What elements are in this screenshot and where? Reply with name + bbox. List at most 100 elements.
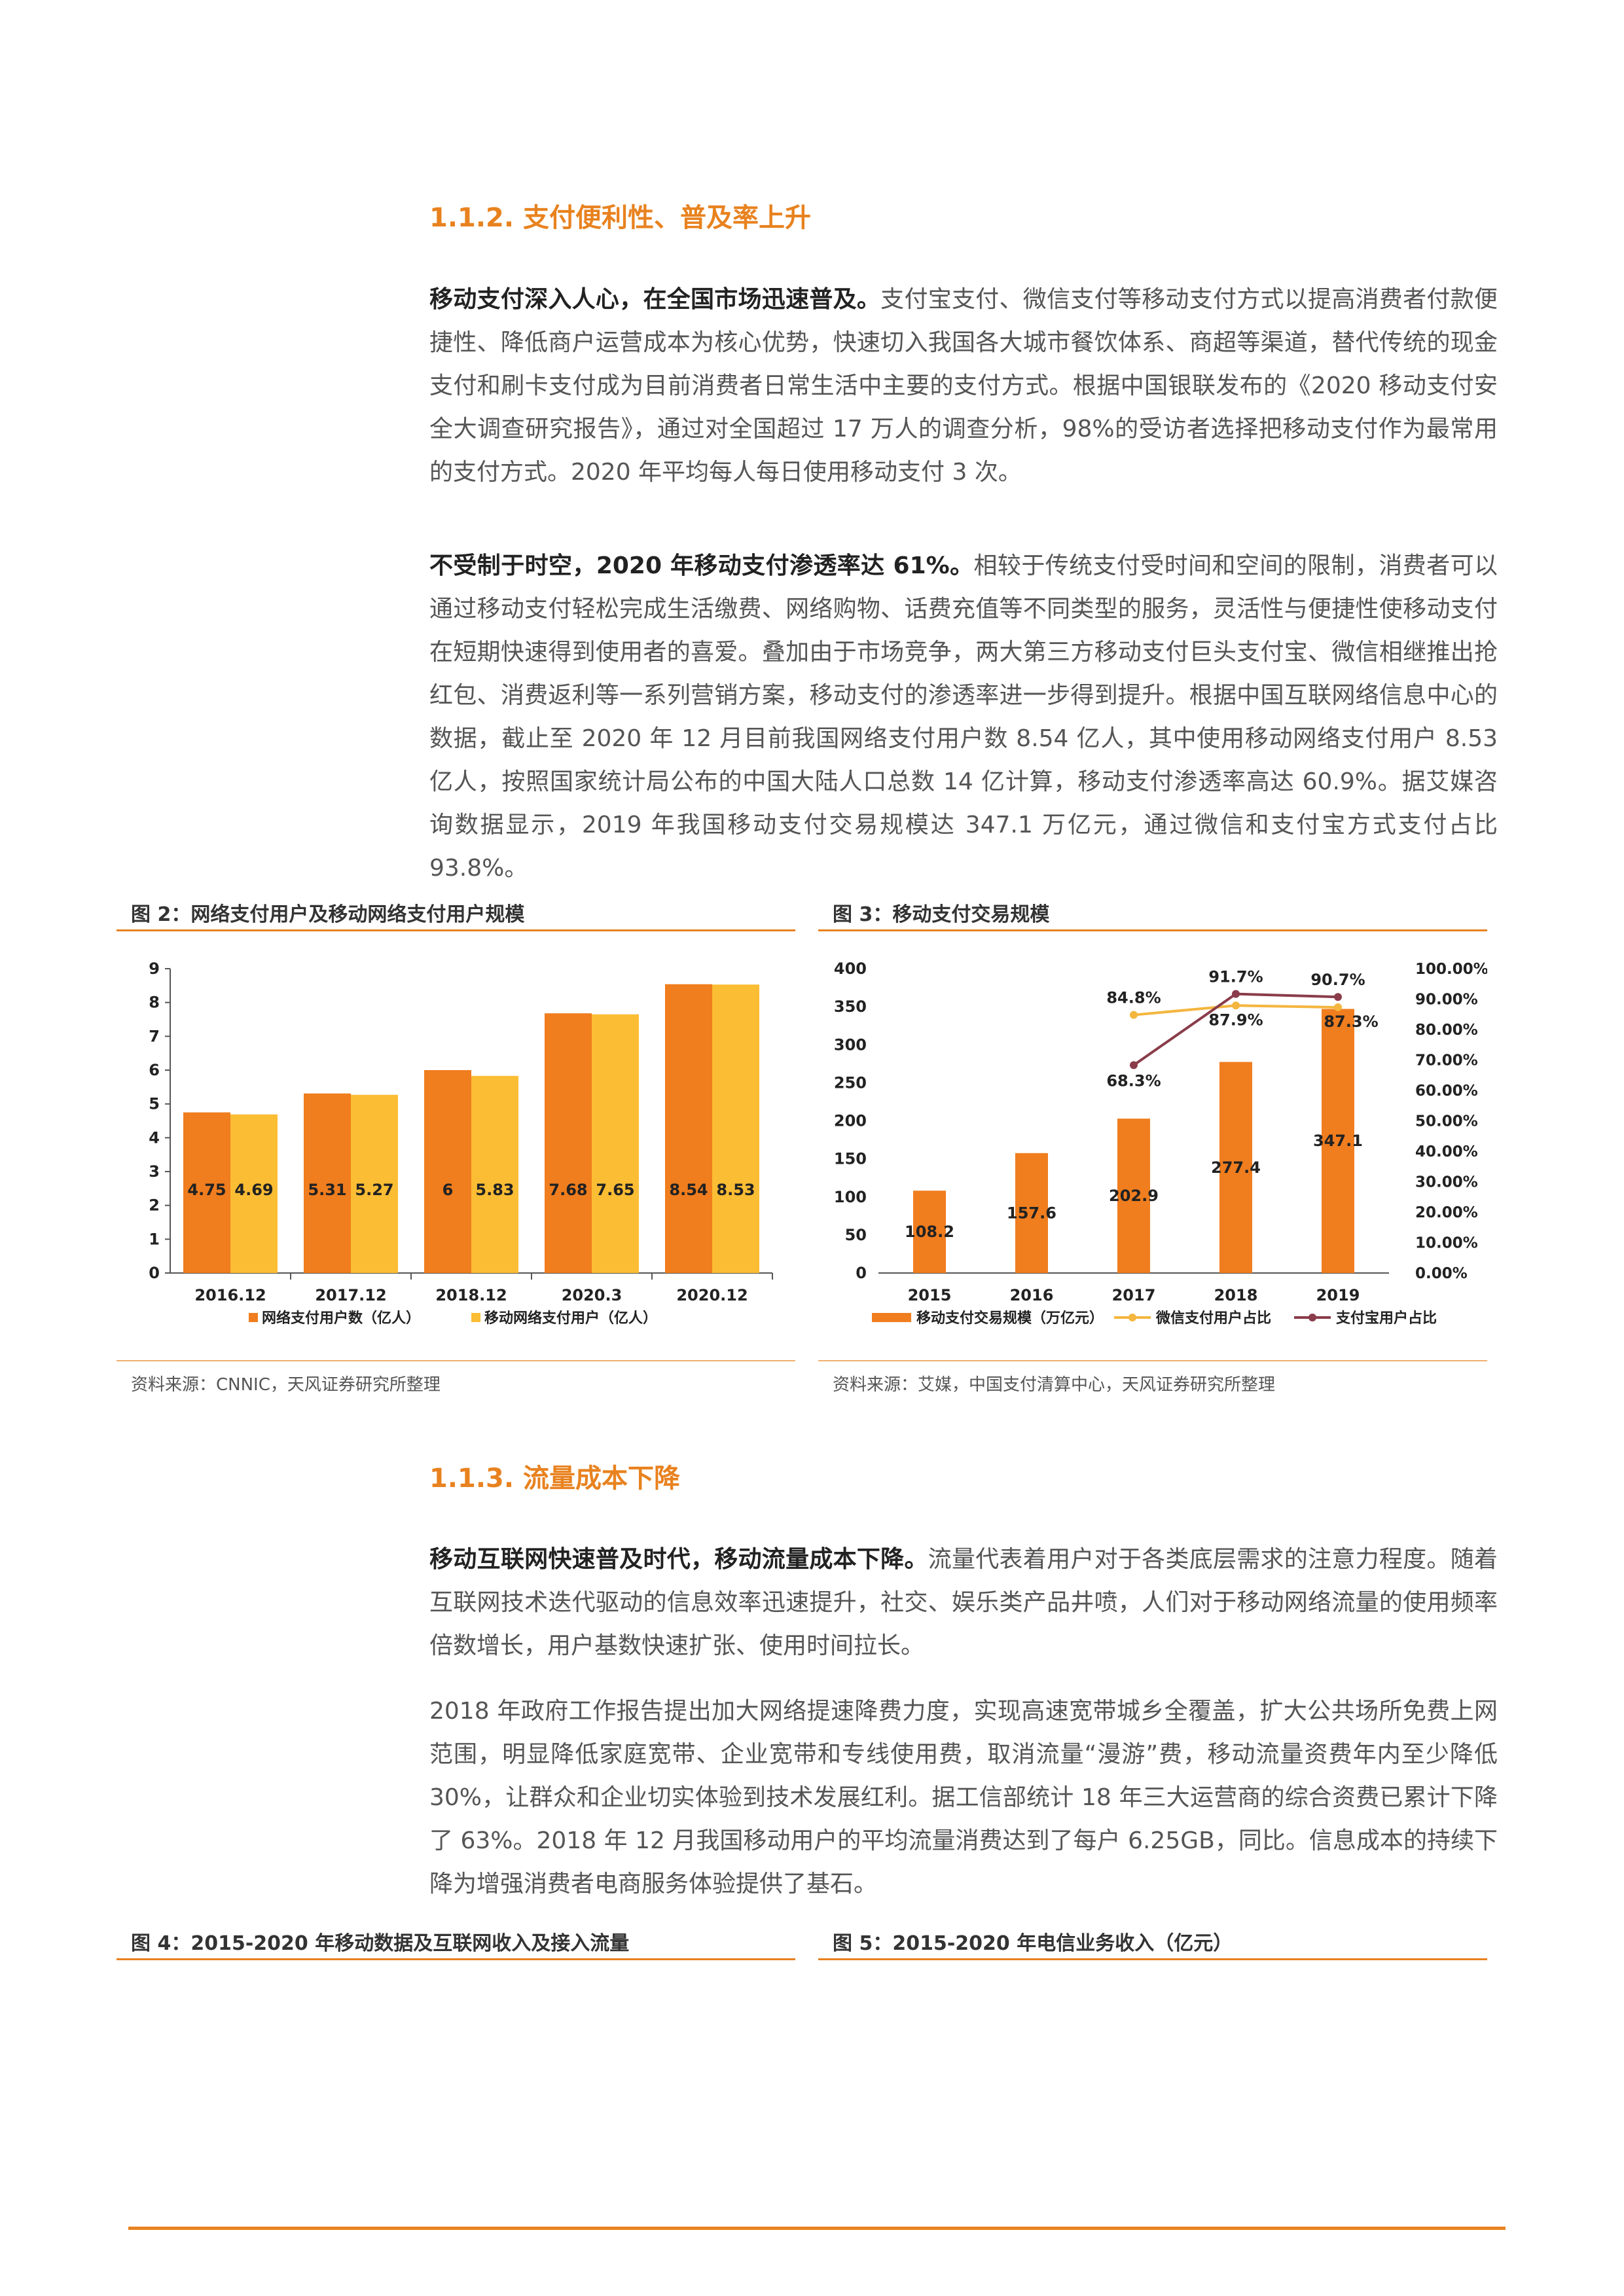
paragraph-body: 2018 年政府工作报告提出加大网络提速降费力度，实现高速宽带城乡全覆盖，扩大公… — [429, 1698, 1498, 1897]
bar — [1117, 1119, 1150, 1273]
data-label: 6 — [442, 1181, 454, 1199]
legend-marker — [1128, 1314, 1136, 1321]
y2-tick-label: 0.00% — [1415, 1265, 1468, 1282]
y-tick-label: 400 — [834, 960, 867, 978]
legend-swatch — [872, 1313, 911, 1322]
bar — [592, 1014, 639, 1273]
y-tick-label: 250 — [834, 1073, 867, 1092]
figure-2-source: 资料来源：CNNIC，天风证券研究所整理 — [131, 1375, 441, 1395]
y-tick-label: 7 — [149, 1027, 160, 1045]
figure-3-source: 资料来源：艾媒，中国支付清算中心，天风证券研究所整理 — [833, 1375, 1276, 1395]
bar — [304, 1093, 351, 1273]
legend-label: 微信支付用户占比 — [1155, 1310, 1271, 1327]
legend-swatch — [471, 1313, 480, 1322]
y2-tick-label: 20.00% — [1415, 1204, 1478, 1221]
y-tick-label: 150 — [834, 1150, 867, 1168]
y-tick-label: 8 — [149, 994, 160, 1012]
figure-3-top-rule — [818, 929, 1487, 931]
y2-tick-label: 90.00% — [1415, 992, 1478, 1009]
bar — [545, 1013, 592, 1273]
figure-2-title: 图 2：网络支付用户及移动网络支付用户规模 — [131, 903, 525, 926]
data-label: 8.53 — [716, 1181, 755, 1199]
line-point — [1232, 990, 1240, 998]
paragraph-lead: 移动互联网快速普及时代，移动流量成本下降。 — [429, 1546, 928, 1573]
legend-label: 支付宝用户占比 — [1336, 1310, 1437, 1327]
data-label: 7.68 — [549, 1181, 587, 1199]
line-data-label: 90.7% — [1310, 971, 1365, 989]
data-label: 5.31 — [308, 1181, 346, 1199]
bar — [183, 1112, 230, 1273]
figure-5-title: 图 5：2015-2020 年电信业务收入（亿元） — [833, 1932, 1233, 1955]
y-tick-label: 350 — [834, 997, 867, 1016]
legend-label: 移动网络支付用户（亿人） — [484, 1310, 657, 1327]
bar — [471, 1075, 518, 1273]
x-tick-label: 2016.12 — [194, 1286, 266, 1304]
paragraph-lead: 不受制于时空，2020 年移动支付渗透率达 61%。 — [429, 552, 974, 579]
x-tick-label: 2018.12 — [435, 1286, 507, 1304]
data-label: 5.27 — [355, 1181, 393, 1199]
line-data-label: 68.3% — [1106, 1071, 1161, 1090]
figure-2-top-rule — [117, 929, 795, 931]
line-data-label: 91.7% — [1208, 968, 1263, 986]
footer-rule — [128, 2227, 1506, 2230]
y-tick-label: 6 — [149, 1061, 160, 1079]
line-point — [1130, 1061, 1138, 1069]
figure-4-title: 图 4：2015-2020 年移动数据及互联网收入及接入流量 — [131, 1932, 630, 1955]
y2-tick-label: 10.00% — [1415, 1235, 1478, 1252]
legend-marker — [1308, 1314, 1316, 1321]
bar — [913, 1191, 946, 1273]
x-tick-label: 2015 — [908, 1286, 952, 1304]
y-tick-label: 9 — [149, 960, 160, 978]
figure-5-top-rule — [818, 1958, 1487, 1960]
bar — [665, 984, 712, 1273]
paragraph-traffic: 移动互联网快速普及时代，移动流量成本下降。流量代表着用户对于各类底层需求的注意力… — [429, 1538, 1498, 1668]
paragraph-body: 相较于传统支付受时间和空间的限制，消费者可以通过移动支付轻松完成生活缴费、网络购… — [429, 552, 1498, 882]
y2-tick-label: 60.00% — [1415, 1083, 1478, 1100]
y2-tick-label: 100.00% — [1415, 961, 1487, 978]
bar — [1322, 1009, 1354, 1273]
section-title-1-1-2: 1.1.2. 支付便利性、普及率上升 — [429, 203, 812, 233]
data-label: 277.4 — [1211, 1158, 1261, 1177]
figure-2-bottom-rule — [117, 1360, 795, 1361]
figure-3-chart: 0 50 100 150 200 250 300 350 400 0.00% 10.00% 20.00… — [834, 960, 1487, 1327]
y-tick-label: 5 — [149, 1095, 160, 1113]
y-tick-label: 200 — [834, 1112, 867, 1130]
figure-2-chart: 0 1 2 3 4 5 6 7 8 9 4.75 4.69 2016.12 5.31 5.27 2017.12… — [149, 960, 773, 1327]
bar — [1219, 1062, 1252, 1273]
data-label: 108.2 — [905, 1223, 954, 1241]
y-tick-label: 1 — [149, 1230, 160, 1248]
legend-label: 网络支付用户数（亿人） — [262, 1310, 420, 1327]
data-label: 5.83 — [475, 1181, 514, 1199]
data-label: 4.75 — [187, 1181, 226, 1199]
y2-tick-label: 50.00% — [1415, 1113, 1478, 1130]
y-tick-label: 300 — [834, 1035, 867, 1054]
legend-label: 移动支付交易规模（万亿元） — [916, 1310, 1104, 1327]
y-tick-label: 4 — [149, 1128, 160, 1147]
x-tick-label: 2018 — [1214, 1286, 1258, 1304]
bar — [230, 1114, 278, 1273]
line-point — [1130, 1011, 1138, 1019]
y2-tick-label: 70.00% — [1415, 1052, 1478, 1069]
data-label: 7.65 — [596, 1181, 634, 1199]
y-tick-label: 50 — [845, 1226, 867, 1244]
paragraph-lead: 移动支付深入人心，在全国市场迅速普及。 — [429, 286, 881, 313]
y2-tick-label: 80.00% — [1415, 1022, 1478, 1039]
data-label: 157.6 — [1007, 1204, 1056, 1222]
line-data-label: 84.8% — [1106, 989, 1161, 1007]
data-label: 8.54 — [669, 1181, 708, 1199]
paragraph-mobile-payment: 移动支付深入人心，在全国市场迅速普及。支付宝支付、微信支付等移动支付方式以提高消… — [429, 278, 1498, 494]
line-point — [1334, 993, 1342, 1001]
bar — [351, 1094, 398, 1273]
y-tick-label: 2 — [149, 1196, 160, 1215]
figure-4-top-rule — [117, 1958, 795, 1960]
legend-swatch — [249, 1313, 258, 1322]
data-label: 347.1 — [1313, 1132, 1363, 1150]
line-data-label: 87.3% — [1324, 1013, 1378, 1031]
y2-tick-label: 30.00% — [1415, 1174, 1478, 1191]
paragraph-body: 支付宝支付、微信支付等移动支付方式以提高消费者付款便捷性、降低商户运营成本为核心… — [429, 286, 1498, 486]
bar — [1015, 1153, 1048, 1273]
paragraph-penetration: 不受制于时空，2020 年移动支付渗透率达 61%。相较于传统支付受时间和空间的… — [429, 545, 1498, 890]
y-tick-label: 100 — [834, 1188, 867, 1206]
figure-3-bottom-rule — [818, 1360, 1487, 1361]
x-tick-label: 2019 — [1316, 1286, 1360, 1304]
